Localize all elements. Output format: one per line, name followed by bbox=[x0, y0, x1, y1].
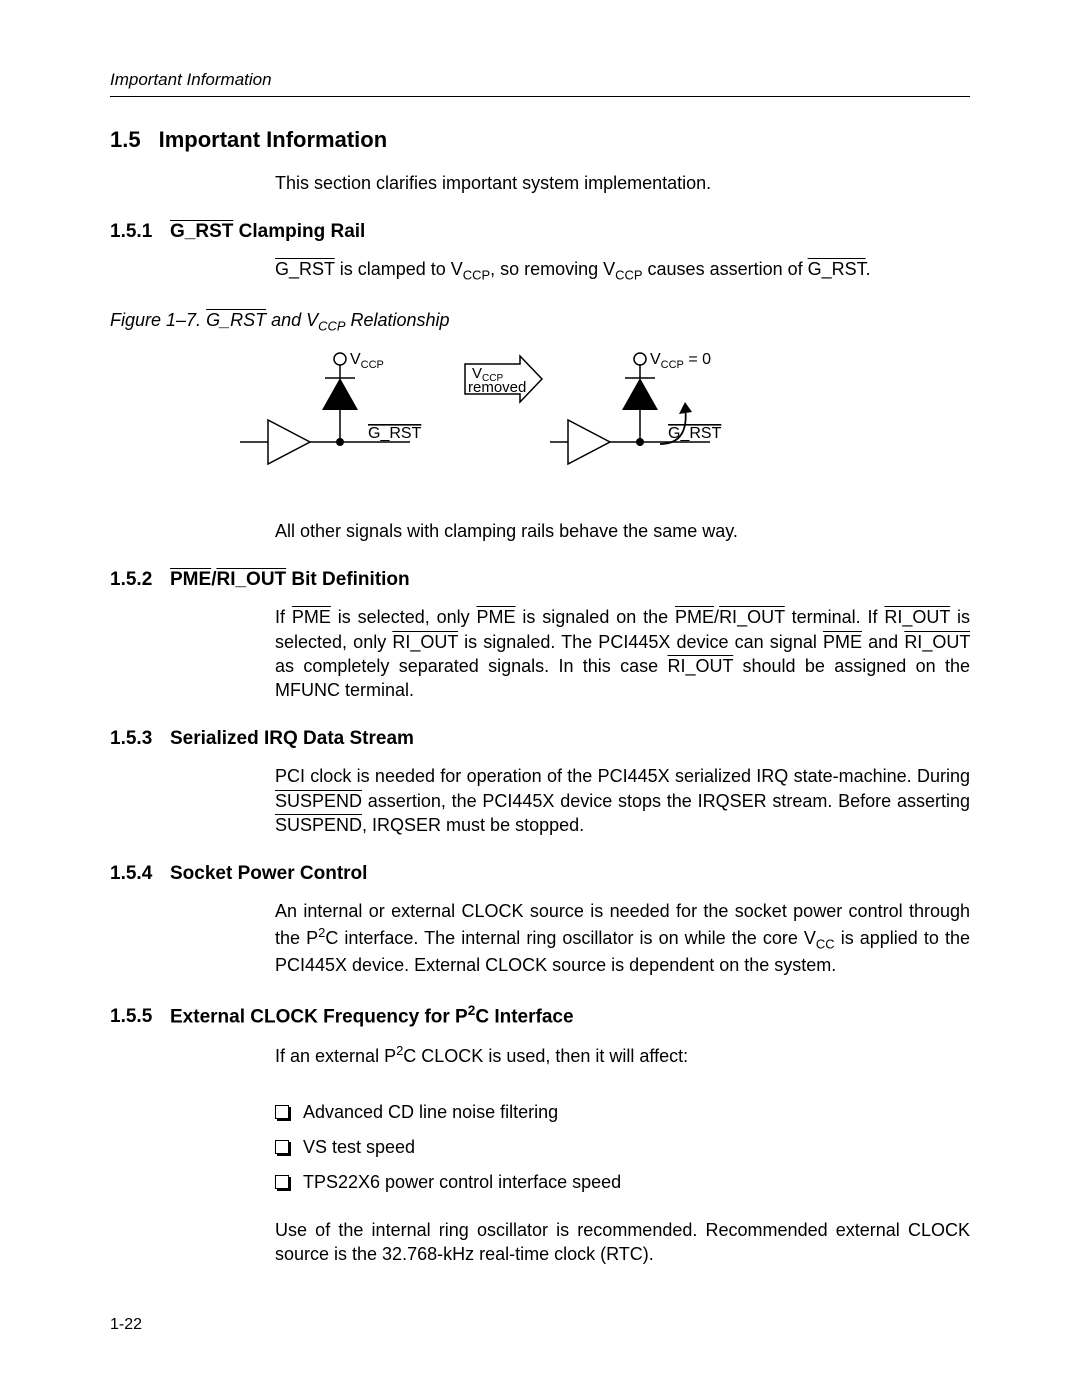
overline-text: G_RST bbox=[170, 221, 233, 242]
para-155-intro: If an external P2C CLOCK is used, then i… bbox=[275, 1042, 970, 1068]
figure-after-text: All other signals with clamping rails be… bbox=[275, 519, 970, 543]
subsection-number: 1.5.2 bbox=[110, 569, 170, 591]
para-152: If PME is selected, only PME is signaled… bbox=[275, 605, 970, 702]
para-151: G_RST is clamped to VCCP, so removing VC… bbox=[275, 257, 970, 284]
running-header: Important Information bbox=[110, 70, 970, 97]
svg-text:VCCP = 0: VCCP = 0 bbox=[650, 351, 711, 371]
subsection-number: 1.5.5 bbox=[110, 1006, 170, 1028]
para-154: An internal or external CLOCK source is … bbox=[275, 899, 970, 977]
svg-text:VCCP: VCCP bbox=[350, 351, 384, 371]
subsection-heading-154: 1.5.4Socket Power Control bbox=[110, 863, 970, 885]
page: Important Information 1.5 Important Infor… bbox=[0, 0, 1080, 1394]
checkbox-icon bbox=[275, 1140, 289, 1154]
section-title: Important Information bbox=[159, 127, 388, 152]
subsection-heading-155: 1.5.5External CLOCK Frequency for P2C In… bbox=[110, 1003, 970, 1028]
para-155-after: Use of the internal ring oscillator is r… bbox=[275, 1218, 970, 1267]
section-number: 1.5 bbox=[110, 127, 141, 152]
bullet-item: TPS22X6 power control interface speed bbox=[275, 1165, 970, 1200]
figure-caption: Figure 1–7. G_RST and VCCP Relationship bbox=[110, 310, 970, 334]
figure-diagram: VCCP G_RST VCCP removed VCCP = 0 bbox=[240, 344, 970, 499]
grst-text: G_RST bbox=[275, 259, 335, 279]
subsection-number: 1.5.3 bbox=[110, 728, 170, 750]
subsection-title: Socket Power Control bbox=[170, 863, 367, 884]
bullet-item: VS test speed bbox=[275, 1130, 970, 1165]
checkbox-icon bbox=[275, 1105, 289, 1119]
page-number: 1-22 bbox=[110, 1316, 970, 1334]
svg-text:G_RST: G_RST bbox=[368, 425, 422, 442]
section-intro: This section clarifies important system … bbox=[275, 171, 970, 195]
checkbox-icon bbox=[275, 1175, 289, 1189]
bullet-item: Advanced CD line noise filtering bbox=[275, 1095, 970, 1130]
subsection-heading-153: 1.5.3Serialized IRQ Data Stream bbox=[110, 728, 970, 750]
subsection-heading-152: 1.5.2PME/RI_OUT Bit Definition bbox=[110, 569, 970, 591]
svg-text:removed: removed bbox=[468, 379, 526, 396]
subsection-heading-151: 1.5.1G_RST Clamping Rail bbox=[110, 221, 970, 243]
subsection-number: 1.5.1 bbox=[110, 221, 170, 243]
para-153: PCI clock is needed for operation of the… bbox=[275, 764, 970, 837]
subsection-title: Serialized IRQ Data Stream bbox=[170, 728, 414, 749]
bullet-list: Advanced CD line noise filtering VS test… bbox=[275, 1095, 970, 1200]
subsection-number: 1.5.4 bbox=[110, 863, 170, 885]
section-heading: 1.5 Important Information bbox=[110, 127, 970, 153]
subsection-title-suffix: Clamping Rail bbox=[233, 221, 365, 242]
